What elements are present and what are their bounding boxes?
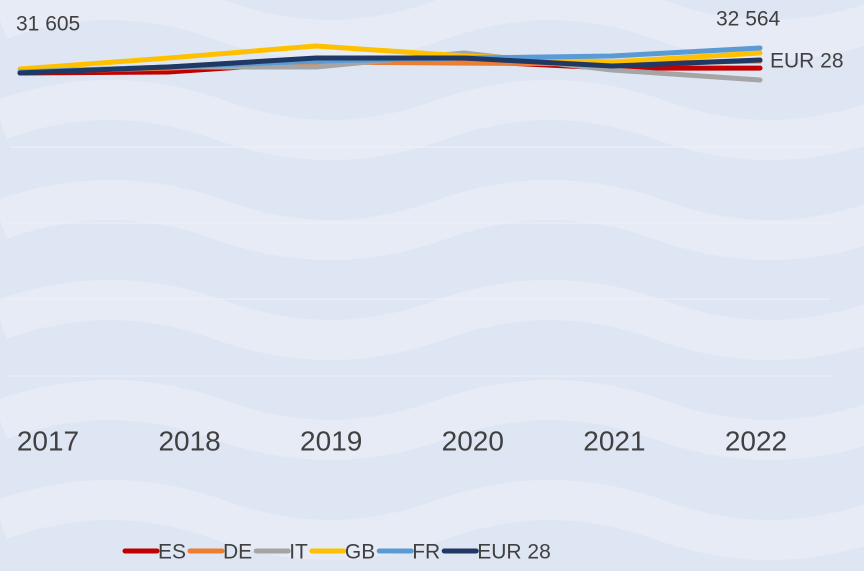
legend-label: IT xyxy=(289,541,308,564)
legend-label: EUR 28 xyxy=(477,541,551,564)
x-tick-label: 2022 xyxy=(725,425,787,456)
x-tick-label: 2018 xyxy=(158,425,220,456)
x-tick-label: 2021 xyxy=(583,425,645,456)
x-tick-label: 2020 xyxy=(442,425,504,456)
background-waves xyxy=(0,0,864,540)
page: {"chart_data": {"type": "line", "categor… xyxy=(0,0,864,571)
chart: 2017 2018 2019 2020 2021 2022 31 605 32 564 EUR … xyxy=(0,0,864,571)
data-label: 32 564 xyxy=(716,8,781,31)
series-end-label: EUR 28 xyxy=(770,50,844,73)
data-label: 31 605 xyxy=(16,13,80,36)
legend-label: GB xyxy=(345,541,375,564)
legend-label: FR xyxy=(412,541,440,564)
x-tick-label: 2017 xyxy=(17,425,79,456)
legend-label: ES xyxy=(158,541,186,564)
legend-label: DE xyxy=(223,541,252,564)
x-tick-label: 2019 xyxy=(300,425,362,456)
